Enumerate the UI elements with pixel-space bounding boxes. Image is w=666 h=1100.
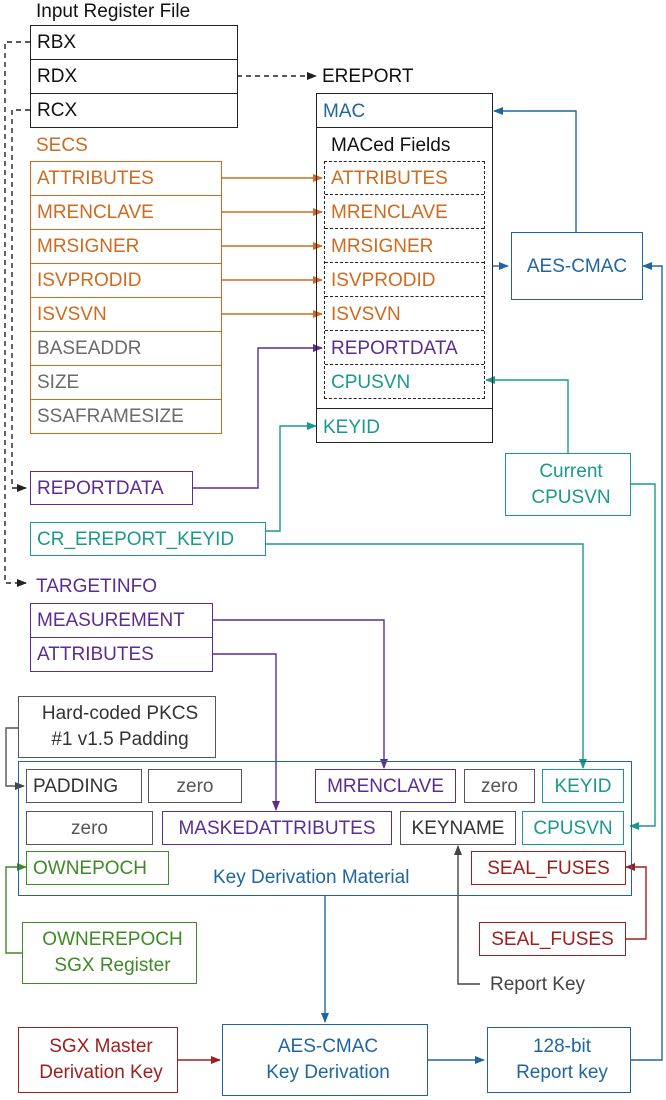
keyid-divider [316, 408, 493, 409]
secs-mrsigner: MRSIGNER [30, 229, 222, 264]
targetinfo-measurement: MEASUREMENT [30, 603, 213, 638]
kdm-zero-1: zero [148, 769, 242, 803]
secs-title: SECS [36, 135, 88, 156]
ownerepoch-register-box: OWNEREPOCH SGX Register [22, 922, 197, 984]
current-cpusvn-line1: Current [539, 460, 603, 482]
secs-isvsvn: ISVSVN [30, 297, 222, 332]
ereport-keyid: KEYID [323, 417, 381, 438]
aes-cmac-key-derivation: AES-CMAC Key Derivation [222, 1024, 428, 1096]
secs-ssaframesize: SSAFRAMESIZE [30, 399, 222, 434]
aes-cmac-box: AES-CMAC [511, 232, 643, 300]
secs-size: SIZE [30, 365, 222, 400]
targetinfo-title: TARGETINFO [36, 576, 158, 597]
key-derivation-material-box [18, 761, 632, 896]
pkcs-line2: #1 v1.5 Padding [51, 729, 189, 750]
report-key-label: Report Key [490, 974, 586, 995]
maced-mrsigner: MRSIGNER [325, 230, 484, 263]
maced-fields-title: MACed Fields [331, 135, 451, 156]
current-cpusvn-box: Current CPUSVN [505, 453, 631, 516]
maced-cpusvn: CPUSVN [331, 371, 411, 393]
kdm-zero-3: zero [26, 811, 153, 845]
maced-reportdata: REPORTDATA [325, 332, 484, 365]
ereport-mac: MAC [323, 101, 366, 122]
maced-isvsvn: ISVSVN [325, 298, 484, 331]
sgx-master-derivation-key: SGX Master Derivation Key [18, 1027, 178, 1093]
aes-cmac-kd-line2: Key Derivation [266, 1062, 390, 1083]
maced-attributes: ATTRIBUTES [325, 162, 484, 195]
report-key-128bit: 128-bit Report key [487, 1027, 631, 1093]
report-key-128-line1: 128-bit [532, 1036, 592, 1058]
kdm-cpusvn: CPUSVN [522, 811, 624, 845]
mac-divider [316, 127, 493, 128]
aes-cmac-kd-line1: AES-CMAC [277, 1036, 379, 1058]
sgx-master-line2: Derivation Key [39, 1062, 163, 1083]
register-rdx: RDX [30, 59, 238, 94]
kdm-mrenclave: MRENCLAVE [315, 769, 456, 803]
ownerepoch-line2: SGX Register [54, 955, 171, 976]
kdm-padding: PADDING [26, 769, 142, 803]
ereport-title: EREPORT [322, 66, 414, 87]
maced-isvprodid: ISVPRODID [325, 264, 484, 297]
kdm-keyid: KEYID [542, 769, 624, 803]
cr-ereport-keyid: CR_EREPORT_KEYID [30, 522, 266, 556]
ereport-box [316, 93, 493, 443]
register-rbx: RBX [30, 25, 238, 60]
secs-baseaddr: BASEADDR [30, 331, 222, 366]
kdm-ownepoch: OWNEPOCH [26, 851, 169, 885]
secs-isvprodid: ISVPRODID [30, 263, 222, 298]
kdm-title: Key Derivation Material [213, 867, 410, 888]
ownerepoch-line1: OWNEREPOCH [42, 929, 183, 951]
reportdata-input: REPORTDATA [30, 471, 193, 505]
kdm-seal-fuses: SEAL_FUSES [471, 851, 626, 885]
targetinfo-attributes: ATTRIBUTES [30, 637, 213, 672]
report-key-128-line2: Report key [516, 1062, 608, 1083]
seal-fuses-box: SEAL_FUSES [479, 922, 626, 956]
pkcs-padding-box: Hard-coded PKCS #1 v1.5 Padding [18, 696, 216, 758]
secs-attributes: ATTRIBUTES [30, 161, 222, 196]
pkcs-line1: Hard-coded PKCS [41, 703, 199, 725]
secs-mrenclave: MRENCLAVE [30, 195, 222, 230]
maced-fields-group [324, 161, 485, 399]
kdm-maskedattributes: MASKEDATTRIBUTES [162, 811, 392, 845]
input-register-file-title: Input Register File [36, 1, 191, 22]
sgx-master-line1: SGX Master [49, 1036, 153, 1058]
kdm-keyname: KEYNAME [400, 811, 516, 845]
register-rcx: RCX [30, 93, 238, 128]
maced-mrenclave: MRENCLAVE [325, 196, 484, 229]
kdm-zero-2: zero [464, 769, 535, 803]
current-cpusvn-line2: CPUSVN [531, 486, 611, 508]
